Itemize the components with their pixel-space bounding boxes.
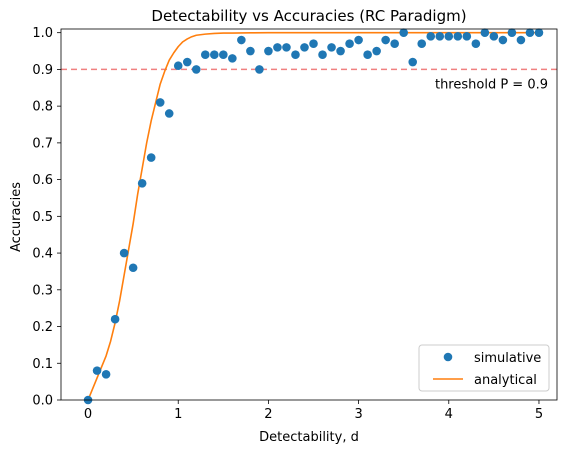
data-point: [246, 46, 255, 56]
axes-frame: [60, 28, 558, 401]
data-point: [525, 28, 535, 37]
data-point: [471, 39, 481, 48]
y-tick-label: 0.5: [32, 210, 53, 225]
data-point: [92, 366, 102, 375]
data-point: [137, 178, 147, 188]
data-point: [173, 61, 183, 71]
data-point: [381, 35, 390, 45]
data-point: [507, 28, 517, 37]
data-point: [372, 46, 381, 56]
data-point: [164, 109, 174, 118]
data-point: [444, 32, 454, 41]
data-point: [119, 248, 129, 258]
data-point: [273, 43, 282, 52]
data-point: [219, 50, 228, 60]
data-point: [155, 98, 165, 107]
x-axis-label: Detectability, d: [259, 430, 359, 445]
data-point: [435, 32, 445, 41]
data-point: [101, 369, 111, 379]
data-point: [462, 32, 472, 41]
data-point: [534, 28, 544, 37]
data-point: [354, 35, 363, 45]
x-tick-label: 2: [264, 407, 272, 422]
data-point: [408, 57, 418, 67]
x-tick-label: 3: [354, 407, 362, 422]
data-point: [480, 28, 490, 37]
data-point: [264, 46, 273, 56]
data-point: [291, 50, 300, 60]
data-point: [516, 35, 526, 45]
y-tick-label: 0.8: [32, 100, 53, 115]
y-tick-label: 0.7: [32, 136, 53, 151]
legend-label-simulative: simulative: [474, 351, 541, 366]
data-point: [426, 32, 436, 41]
data-point: [191, 65, 201, 74]
x-tick-label: 1: [174, 407, 182, 422]
data-point: [417, 39, 427, 48]
y-tick-label: 0.1: [32, 357, 53, 372]
data-point: [363, 50, 372, 60]
data-point: [345, 39, 354, 48]
y-tick-label: 0.0: [32, 394, 53, 409]
data-point: [110, 314, 120, 324]
y-tick-label: 0.2: [32, 320, 53, 335]
data-point: [255, 65, 264, 74]
data-point: [489, 32, 499, 41]
data-point: [282, 43, 291, 52]
threshold-label: threshold P = 0.9: [435, 77, 548, 92]
data-point: [390, 39, 399, 48]
data-point: [327, 43, 336, 52]
data-point: [128, 263, 138, 273]
y-tick-label: 0.6: [32, 173, 53, 188]
legend-marker-simulative: [443, 352, 453, 362]
data-point: [318, 50, 327, 60]
data-point: [336, 46, 345, 56]
data-point: [146, 153, 156, 162]
data-point: [210, 50, 219, 60]
x-tick-label: 4: [445, 407, 453, 422]
plot-area: 0 1 2 3 4 5 0.0 0.1 0.2 0.3 0.4 0.5 0.6 0.7 0.8 0.9 1.0 t…: [32, 26, 558, 422]
legend: simulative analytical: [418, 344, 550, 392]
data-point: [237, 35, 246, 45]
data-point: [182, 57, 192, 67]
data-point: [498, 35, 508, 45]
y-tick-label: 0.4: [32, 247, 53, 262]
legend-label-analytical: analytical: [474, 373, 537, 388]
y-axis-label: Accuracies: [9, 182, 24, 252]
data-point: [453, 32, 463, 41]
data-point: [309, 39, 318, 48]
x-tick-label: 0: [84, 407, 92, 422]
chart-title: Detectability vs Accuracies (RC Paradigm…: [151, 7, 466, 25]
y-tick-label: 0.9: [32, 63, 53, 78]
data-point: [228, 54, 237, 63]
y-tick-label: 0.3: [32, 283, 53, 298]
x-tick-label: 5: [535, 407, 543, 422]
data-point: [300, 43, 309, 52]
y-tick-label: 1.0: [32, 26, 53, 41]
data-point: [200, 50, 210, 60]
data-point: [399, 28, 408, 37]
